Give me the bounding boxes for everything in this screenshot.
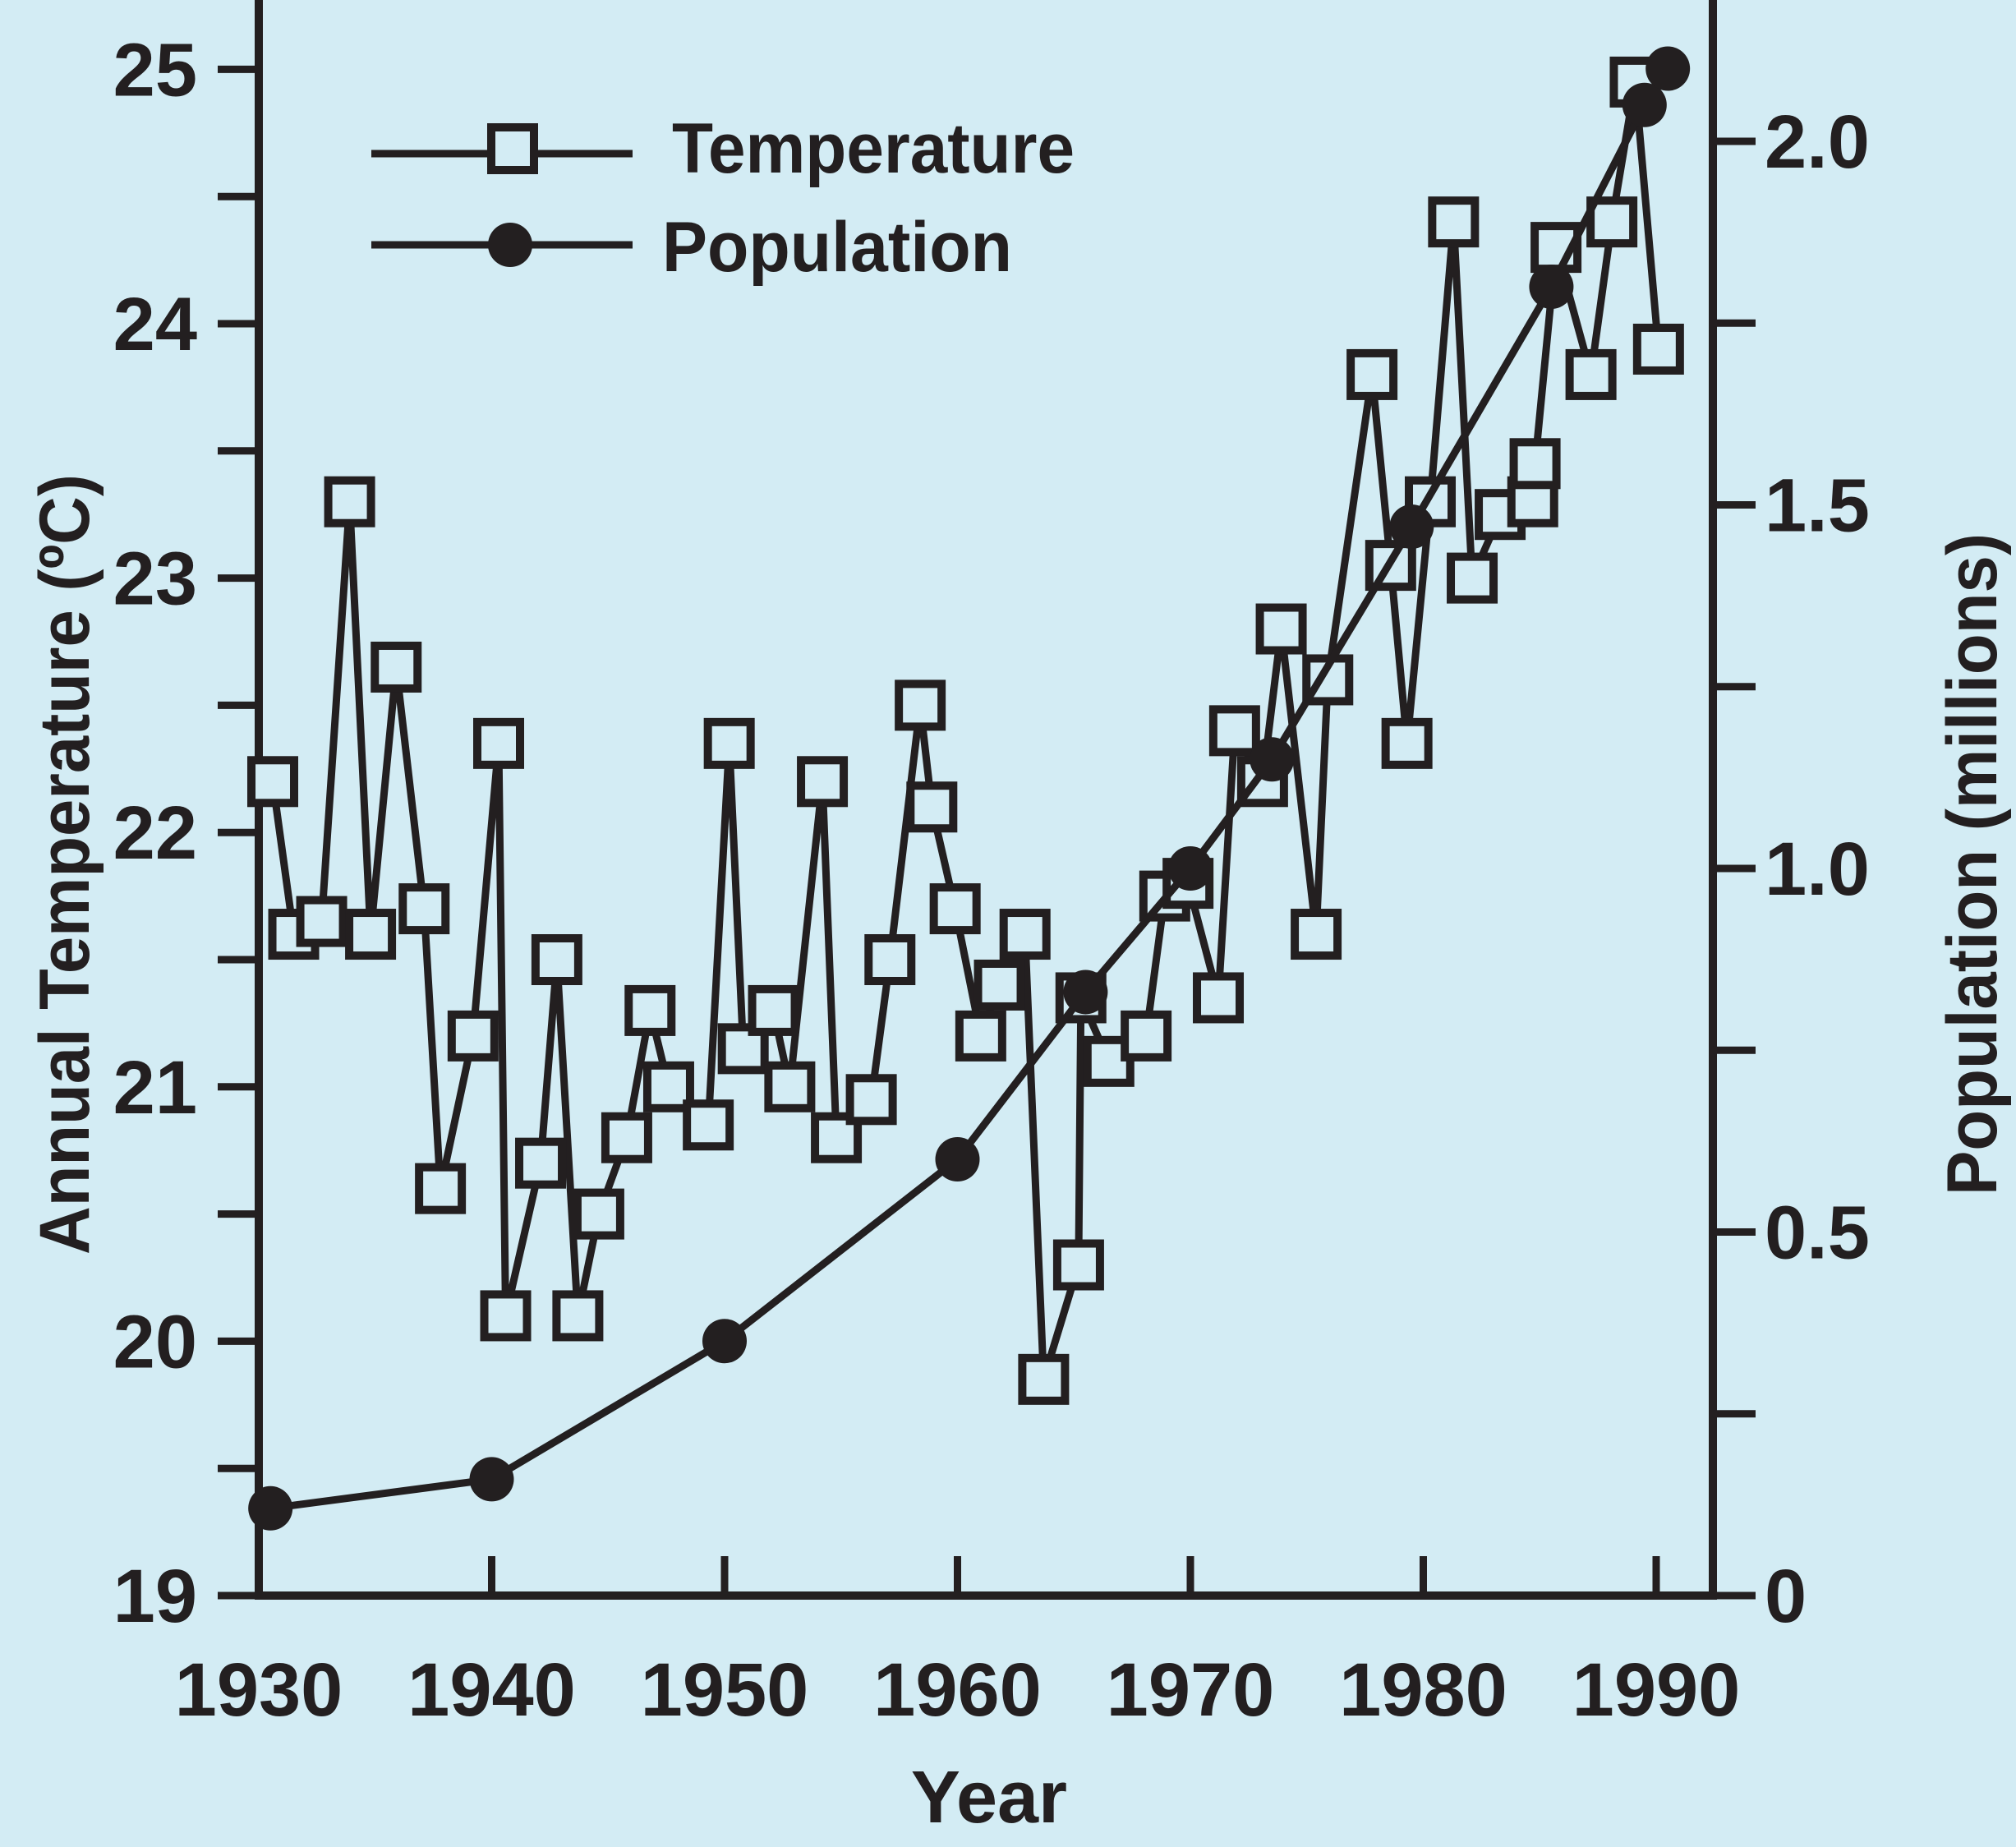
temperature-point: [573, 1188, 624, 1240]
temperature-point: [1121, 1010, 1172, 1062]
series-layer: [247, 46, 1691, 1531]
x-tick-label: 1940: [407, 1648, 576, 1732]
temperature-point: [531, 934, 582, 985]
temperature-point: [864, 934, 916, 985]
x-tick-label: 1980: [1339, 1648, 1507, 1732]
x-tick-label: 1950: [641, 1648, 809, 1732]
population-point: [1168, 846, 1213, 891]
temperature-point: [1509, 438, 1561, 490]
population-point: [935, 1137, 980, 1181]
temperature-point: [797, 756, 849, 808]
y-right-axis-title: Population (millions): [1933, 533, 2012, 1195]
temperature-point: [764, 1061, 816, 1112]
x-tick-label: 1960: [873, 1648, 1042, 1732]
temperature-point: [1302, 654, 1354, 706]
temperature-point: [683, 1099, 734, 1151]
series-population: [248, 46, 1691, 1531]
temperature-point: [1018, 1353, 1070, 1405]
temperature-point: [906, 781, 958, 833]
axes: 1930 1940 1950 1960 1970 1980 1990 19 20 21 22 23 24…: [113, 0, 1870, 1732]
temperature-point: [447, 1010, 499, 1062]
temperature-point: [624, 984, 676, 1036]
y-left-tick-label: 22: [113, 791, 197, 875]
x-axis-title: Year: [911, 1757, 1067, 1839]
x-tick-label: 1990: [1572, 1648, 1741, 1732]
temperature-point: [345, 909, 397, 960]
temperature-point: [1193, 972, 1245, 1024]
temperature-point: [845, 1074, 897, 1126]
temperature-point: [642, 1061, 694, 1112]
temperature-point: [1565, 348, 1617, 400]
y-left-tick-label: 20: [113, 1300, 197, 1384]
temperature-point: [895, 679, 946, 731]
temperature-point: [247, 756, 299, 808]
temperature-point: [296, 896, 348, 947]
temperature-point: [324, 476, 375, 527]
y-left-axis-title: Annual Temperature (ºC): [25, 474, 104, 1255]
x-tick-label: 1930: [175, 1648, 343, 1732]
temperature-point: [552, 1290, 604, 1342]
y-left-tick-label: 24: [113, 283, 197, 366]
temperature-point: [1346, 348, 1398, 400]
population-point: [248, 1485, 293, 1531]
temperature-point: [929, 883, 981, 935]
y-right-tick-label: 1.5: [1765, 464, 1870, 548]
population-point: [1389, 504, 1434, 550]
temperature-point: [1208, 705, 1260, 757]
population-point: [1529, 265, 1574, 309]
y-right-tick-label: 0.5: [1765, 1191, 1870, 1275]
temperature-point: [1447, 552, 1498, 604]
legend-population-marker: [488, 223, 532, 267]
y-left-tick-label: 23: [113, 537, 197, 621]
y-right-tick-label: 0: [1765, 1555, 1807, 1638]
x-tick-label: 1970: [1107, 1648, 1275, 1732]
y-left-tick-label: 21: [113, 1046, 197, 1130]
temperature-point: [748, 984, 799, 1036]
temperature-point: [999, 909, 1051, 960]
legend-temperature-label: Temperature: [672, 109, 1075, 188]
legend-population-label: Population: [662, 208, 1012, 287]
legend: Temperature Population: [371, 109, 1075, 287]
population-point: [469, 1457, 514, 1502]
y-left-tick-label: 19: [113, 1555, 197, 1638]
y-right-tick-label: 2.0: [1765, 100, 1870, 184]
temperature-point: [601, 1112, 652, 1163]
temperature-point: [515, 1137, 567, 1189]
y-left-tick-label: 25: [113, 28, 197, 112]
temperature-point: [955, 1010, 1006, 1062]
population-point: [702, 1319, 747, 1364]
temperature-point: [1052, 1239, 1104, 1291]
y-right-tick-label: 1.0: [1765, 827, 1870, 911]
temperature-point: [1632, 323, 1684, 375]
series-temperature: [247, 56, 1684, 1405]
population-point: [1063, 970, 1108, 1015]
temperature-point: [1291, 909, 1342, 960]
population-point: [1250, 737, 1295, 782]
temperature-point: [371, 641, 422, 693]
temperature-point: [480, 1290, 532, 1342]
temperature-point: [703, 717, 755, 769]
population-point: [1622, 82, 1667, 127]
temperature-point: [1428, 196, 1480, 248]
temperature-point: [1255, 603, 1307, 655]
population-point: [1645, 46, 1691, 91]
temperature-point: [473, 717, 525, 769]
temperature-point: [398, 883, 450, 935]
temperature-point: [1586, 196, 1638, 248]
temperature-point: [1381, 717, 1433, 769]
temperature-line: [269, 81, 1663, 1381]
temperature-point: [973, 959, 1025, 1011]
legend-temperature-marker: [487, 123, 538, 174]
temperature-point: [415, 1163, 467, 1214]
